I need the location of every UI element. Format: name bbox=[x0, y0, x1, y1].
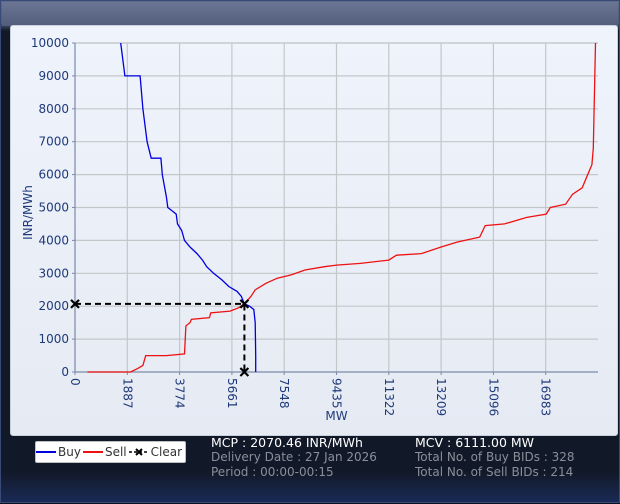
y-tick-label: 0 bbox=[61, 365, 69, 379]
clear-point-marker-icon bbox=[239, 367, 250, 377]
x-tick-label: 11322 bbox=[382, 378, 396, 416]
chart-legend: Buy Sell Clear bbox=[35, 441, 186, 463]
legend-item-clear: Clear bbox=[128, 445, 182, 459]
x-tick-label: 16983 bbox=[539, 378, 553, 416]
x-tick-label: 13209 bbox=[434, 378, 448, 416]
total-sell-bids: Total No. of Sell BIDs : 214 bbox=[415, 465, 574, 479]
info-right: MCV : 6111.00 MW Total No. of Buy BIDs :… bbox=[415, 435, 575, 480]
y-tick-label: 10000 bbox=[31, 36, 69, 50]
mcp-value: MCP : 2070.46 INR/MWh bbox=[211, 435, 363, 450]
clear-curve bbox=[75, 302, 246, 372]
y-tick-label: 8000 bbox=[38, 102, 69, 116]
y-tick-label: 2000 bbox=[38, 299, 69, 313]
chart-axes bbox=[72, 42, 598, 375]
sell-line-icon bbox=[82, 451, 103, 453]
y-tick-label: 3000 bbox=[38, 266, 69, 280]
x-tick-label: 7548 bbox=[277, 378, 291, 409]
y-tick-label: 5000 bbox=[38, 201, 69, 215]
chart-series bbox=[70, 42, 597, 377]
mcv-value: MCV : 6111.00 MW bbox=[415, 435, 535, 450]
y-tick-label: 4000 bbox=[38, 233, 69, 247]
clear-point-marker-icon bbox=[70, 299, 80, 309]
x-tick-label: 0 bbox=[68, 378, 82, 386]
clear-point-marker-icon bbox=[239, 299, 250, 309]
chart-grid bbox=[75, 42, 598, 372]
x-tick-label: 5661 bbox=[225, 378, 239, 409]
y-tick-label: 7000 bbox=[38, 135, 69, 149]
clear-marker-icon bbox=[128, 448, 149, 456]
period: Period : 00:00-00:15 bbox=[211, 465, 334, 479]
y-axis-title: INR/MWh bbox=[21, 185, 35, 240]
window-title-bar[interactable] bbox=[2, 2, 618, 26]
x-tick-label: 1887 bbox=[120, 378, 134, 409]
y-tick-label: 1000 bbox=[38, 332, 69, 346]
legend-item-sell: Sell bbox=[82, 445, 127, 459]
x-tick-label: 9435 bbox=[330, 378, 344, 409]
buy-line-icon bbox=[36, 451, 56, 453]
delivery-date: Delivery Date : 27 Jan 2026 bbox=[211, 450, 377, 464]
total-buy-bids: Total No. of Buy BIDs : 328 bbox=[415, 450, 575, 464]
info-left: MCP : 2070.46 INR/MWh Delivery Date : 27… bbox=[211, 435, 377, 480]
x-tick-label: 3774 bbox=[173, 378, 187, 409]
legend-item-buy: Buy bbox=[36, 445, 81, 459]
x-tick-label: 15096 bbox=[486, 378, 500, 416]
chart-panel bbox=[10, 25, 618, 436]
sell-curve bbox=[87, 42, 597, 373]
y-tick-label: 6000 bbox=[38, 168, 69, 182]
x-axis-title: MW bbox=[325, 409, 347, 423]
chart-labels: 0 1000 2000 3000 4000 5000 6000 7000 8000 9000 100… bbox=[21, 36, 553, 423]
y-tick-label: 9000 bbox=[38, 69, 69, 83]
